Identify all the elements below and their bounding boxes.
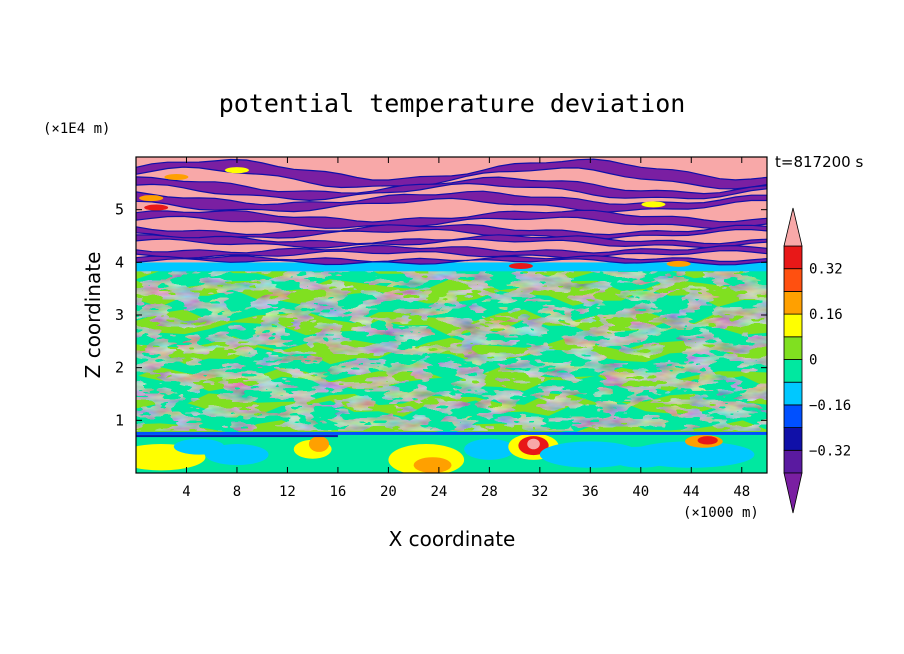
x-tick-label: 8 xyxy=(233,484,241,500)
y-tick-label: 4 xyxy=(115,253,124,271)
x-tick-label: 20 xyxy=(380,484,397,500)
purple-layer xyxy=(136,190,767,213)
x-unit-label: (×1000 m) xyxy=(683,505,759,521)
x-tick-label: 44 xyxy=(683,484,700,500)
colorbar-tick-label: −0.16 xyxy=(809,398,851,414)
x-axis: 4 8 12 16 20 24 28 32 36 40 44 48 xyxy=(182,157,750,500)
heatmap-field xyxy=(136,157,767,473)
colorbar-extend-top xyxy=(783,207,803,247)
bottom-blob xyxy=(464,438,515,460)
colorbar-swatch xyxy=(783,245,803,270)
edge-patch xyxy=(224,167,249,174)
bottom-blob xyxy=(609,446,673,468)
bottom-blob xyxy=(697,436,718,445)
x-tick-label: 28 xyxy=(481,484,498,500)
x-tick-label: 36 xyxy=(582,484,599,500)
x-tick-label: 4 xyxy=(182,484,190,500)
x-tick-label: 16 xyxy=(329,484,346,500)
y-tick-label: 3 xyxy=(115,306,124,324)
bottom-blob xyxy=(413,457,452,473)
edge-patch xyxy=(508,263,533,270)
edge-patch xyxy=(666,260,691,267)
x-tick-label: 24 xyxy=(430,484,447,500)
edge-patch xyxy=(139,195,164,202)
y-tick-label: 5 xyxy=(115,201,124,219)
bottom-blob xyxy=(337,447,389,467)
bottom-blob xyxy=(173,438,225,455)
colorbar-swatch xyxy=(783,336,803,360)
colorbar-swatch xyxy=(783,381,803,406)
edge-patch xyxy=(144,204,169,211)
x-tick-label: 32 xyxy=(531,484,548,500)
purple-layer xyxy=(136,209,767,230)
colorbar-swatch xyxy=(783,359,803,383)
colorbar-extend-bottom xyxy=(783,472,803,514)
edge-patch xyxy=(641,201,666,208)
purple-layer xyxy=(136,176,767,202)
purple-layer xyxy=(136,254,767,266)
colorbar: 0.32 0.16 0 −0.16 −0.32 xyxy=(783,207,851,514)
mid-texture xyxy=(136,264,767,431)
colorbar-swatch xyxy=(783,313,803,338)
x-tick-label: 12 xyxy=(279,484,296,500)
colorbar-tick-label: 0.32 xyxy=(809,262,843,278)
purple-layer xyxy=(136,234,767,249)
y-tick-label: 2 xyxy=(115,359,124,377)
chart-title: potential temperature deviation xyxy=(219,89,686,118)
purple-layer xyxy=(136,244,767,259)
colorbar-swatch xyxy=(783,427,803,451)
time-label: t=817200 s xyxy=(775,153,863,171)
y-axis-label: Z coordinate xyxy=(81,252,105,379)
x-axis-label: X coordinate xyxy=(389,527,516,551)
purple-layer xyxy=(136,223,767,241)
bottom-blob xyxy=(527,438,540,450)
y-axis: 1 2 3 4 5 xyxy=(115,201,767,429)
y-unit-label: (×1E4 m) xyxy=(43,121,110,137)
bottom-boundary xyxy=(136,431,767,435)
x-tick-label: 48 xyxy=(733,484,750,500)
colorbar-swatch xyxy=(783,290,803,315)
colorbar-tick-label: 0.16 xyxy=(809,307,843,323)
edge-patch xyxy=(164,174,189,181)
x-tick-label: 40 xyxy=(632,484,649,500)
colorbar-swatch xyxy=(783,449,803,474)
colorbar-swatch xyxy=(783,268,803,292)
cyan-band-4km xyxy=(136,262,767,272)
bottom-boundary-dark xyxy=(136,435,338,438)
colorbar-swatch xyxy=(783,404,803,428)
purple-layer xyxy=(136,158,767,190)
colorbar-tick-label: −0.32 xyxy=(809,443,851,459)
bottom-blob xyxy=(308,436,330,452)
colorbar-tick-label: 0 xyxy=(809,353,817,369)
y-tick-label: 1 xyxy=(115,411,124,429)
